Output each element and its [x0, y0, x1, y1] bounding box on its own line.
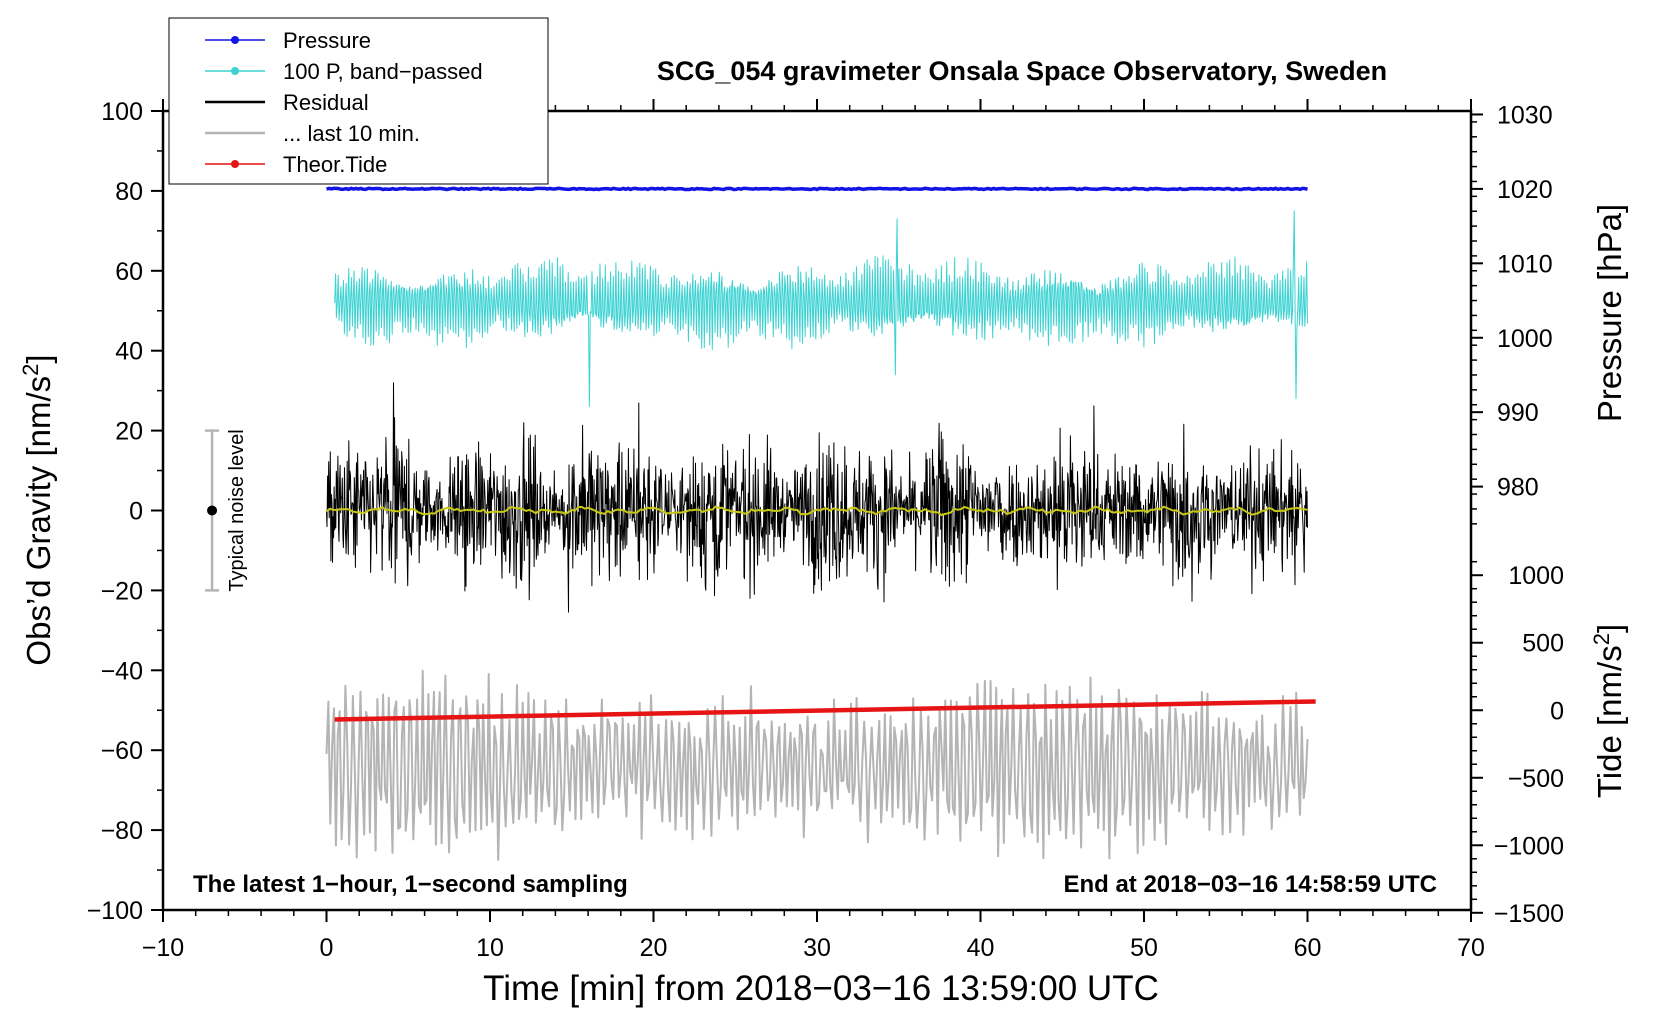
chart-legend: Pressure 100 P, band−passed Residual ... la… [168, 17, 549, 185]
y-tick-label: 40 [115, 338, 143, 366]
tide-axis-label: Tide [nm/s2] [1589, 624, 1629, 798]
legend-marker [231, 67, 239, 75]
tide-tick-label: −1000 [1494, 832, 1564, 860]
pressure-axis-label: Pressure [hPa] [1591, 204, 1628, 422]
legend-label: Pressure [283, 28, 371, 53]
tick-layer: −10 0 10 20 30 40 50 60 70−100−80−60−40−20020406… [87, 98, 1564, 962]
y-tick-label: 0 [129, 498, 143, 526]
legend-label: Residual [283, 90, 369, 115]
y-tick-label: 100 [101, 98, 143, 126]
series-layer [325, 186, 1316, 861]
series-residual-smoothed [325, 505, 1308, 516]
x-tick-label: 60 [1294, 934, 1322, 962]
x-axis-label: Time [min] from 2018−03−16 13:59:00 UTC [483, 969, 1159, 1008]
x-tick-label: 70 [1457, 934, 1485, 962]
noise-center-dot [207, 505, 218, 516]
legend-label: ... last 10 min. [283, 121, 420, 146]
pressure-tick-label: 1020 [1497, 176, 1553, 204]
x-tick-label: 50 [1130, 934, 1158, 962]
sampling-annotation: The latest 1−hour, 1−second sampling [193, 871, 628, 898]
x-tick-label: 10 [476, 934, 504, 962]
series-pressure-bandpassed [334, 210, 1308, 408]
pressure-tick-label: 1000 [1497, 325, 1553, 353]
x-tick-label: 0 [320, 934, 334, 962]
series-theoretical-tide [334, 699, 1316, 722]
tide-tick-label: 500 [1522, 630, 1564, 658]
legend-label: Theor.Tide [283, 152, 387, 177]
y-tick-label: −100 [87, 897, 143, 925]
legend-marker [231, 36, 239, 44]
tide-tick-label: −500 [1508, 765, 1564, 793]
pressure-tick-label: 980 [1497, 474, 1539, 502]
legend-label: 100 P, band−passed [283, 59, 483, 84]
pressure-tick-label: 1030 [1497, 101, 1553, 129]
noise-level-indicator: Typical noise level [205, 429, 248, 592]
y-axis-label-left: Obs’d Gravity [nm/s2] [18, 354, 58, 665]
chart-title: SCG_054 gravimeter Onsala Space Observat… [657, 56, 1387, 86]
tide-tick-label: 1000 [1508, 562, 1564, 590]
tide-tick-label: −1500 [1494, 900, 1564, 928]
series-residual [326, 382, 1308, 613]
end-time-annotation: End at 2018−03−16 14:58:59 UTC [1063, 871, 1437, 898]
pressure-tick-label: 990 [1497, 399, 1539, 427]
tide-tick-label: 0 [1550, 697, 1564, 725]
y-tick-label: −60 [101, 737, 143, 765]
x-tick-label: −10 [142, 934, 184, 962]
y-tick-label: 20 [115, 418, 143, 446]
pressure-tick-label: 1010 [1497, 250, 1553, 278]
y-tick-label: 80 [115, 178, 143, 206]
y-tick-label: 60 [115, 258, 143, 286]
x-tick-label: 40 [967, 934, 995, 962]
y-tick-label: −80 [101, 817, 143, 845]
x-tick-label: 30 [803, 934, 831, 962]
noise-level-label: Typical noise level [226, 429, 248, 591]
legend-marker [231, 160, 239, 168]
series-pressure [326, 186, 1308, 192]
series-last-10-min [325, 669, 1309, 861]
y-tick-label: −20 [101, 577, 143, 605]
y-tick-label: −40 [101, 657, 143, 685]
x-tick-label: 20 [640, 934, 668, 962]
